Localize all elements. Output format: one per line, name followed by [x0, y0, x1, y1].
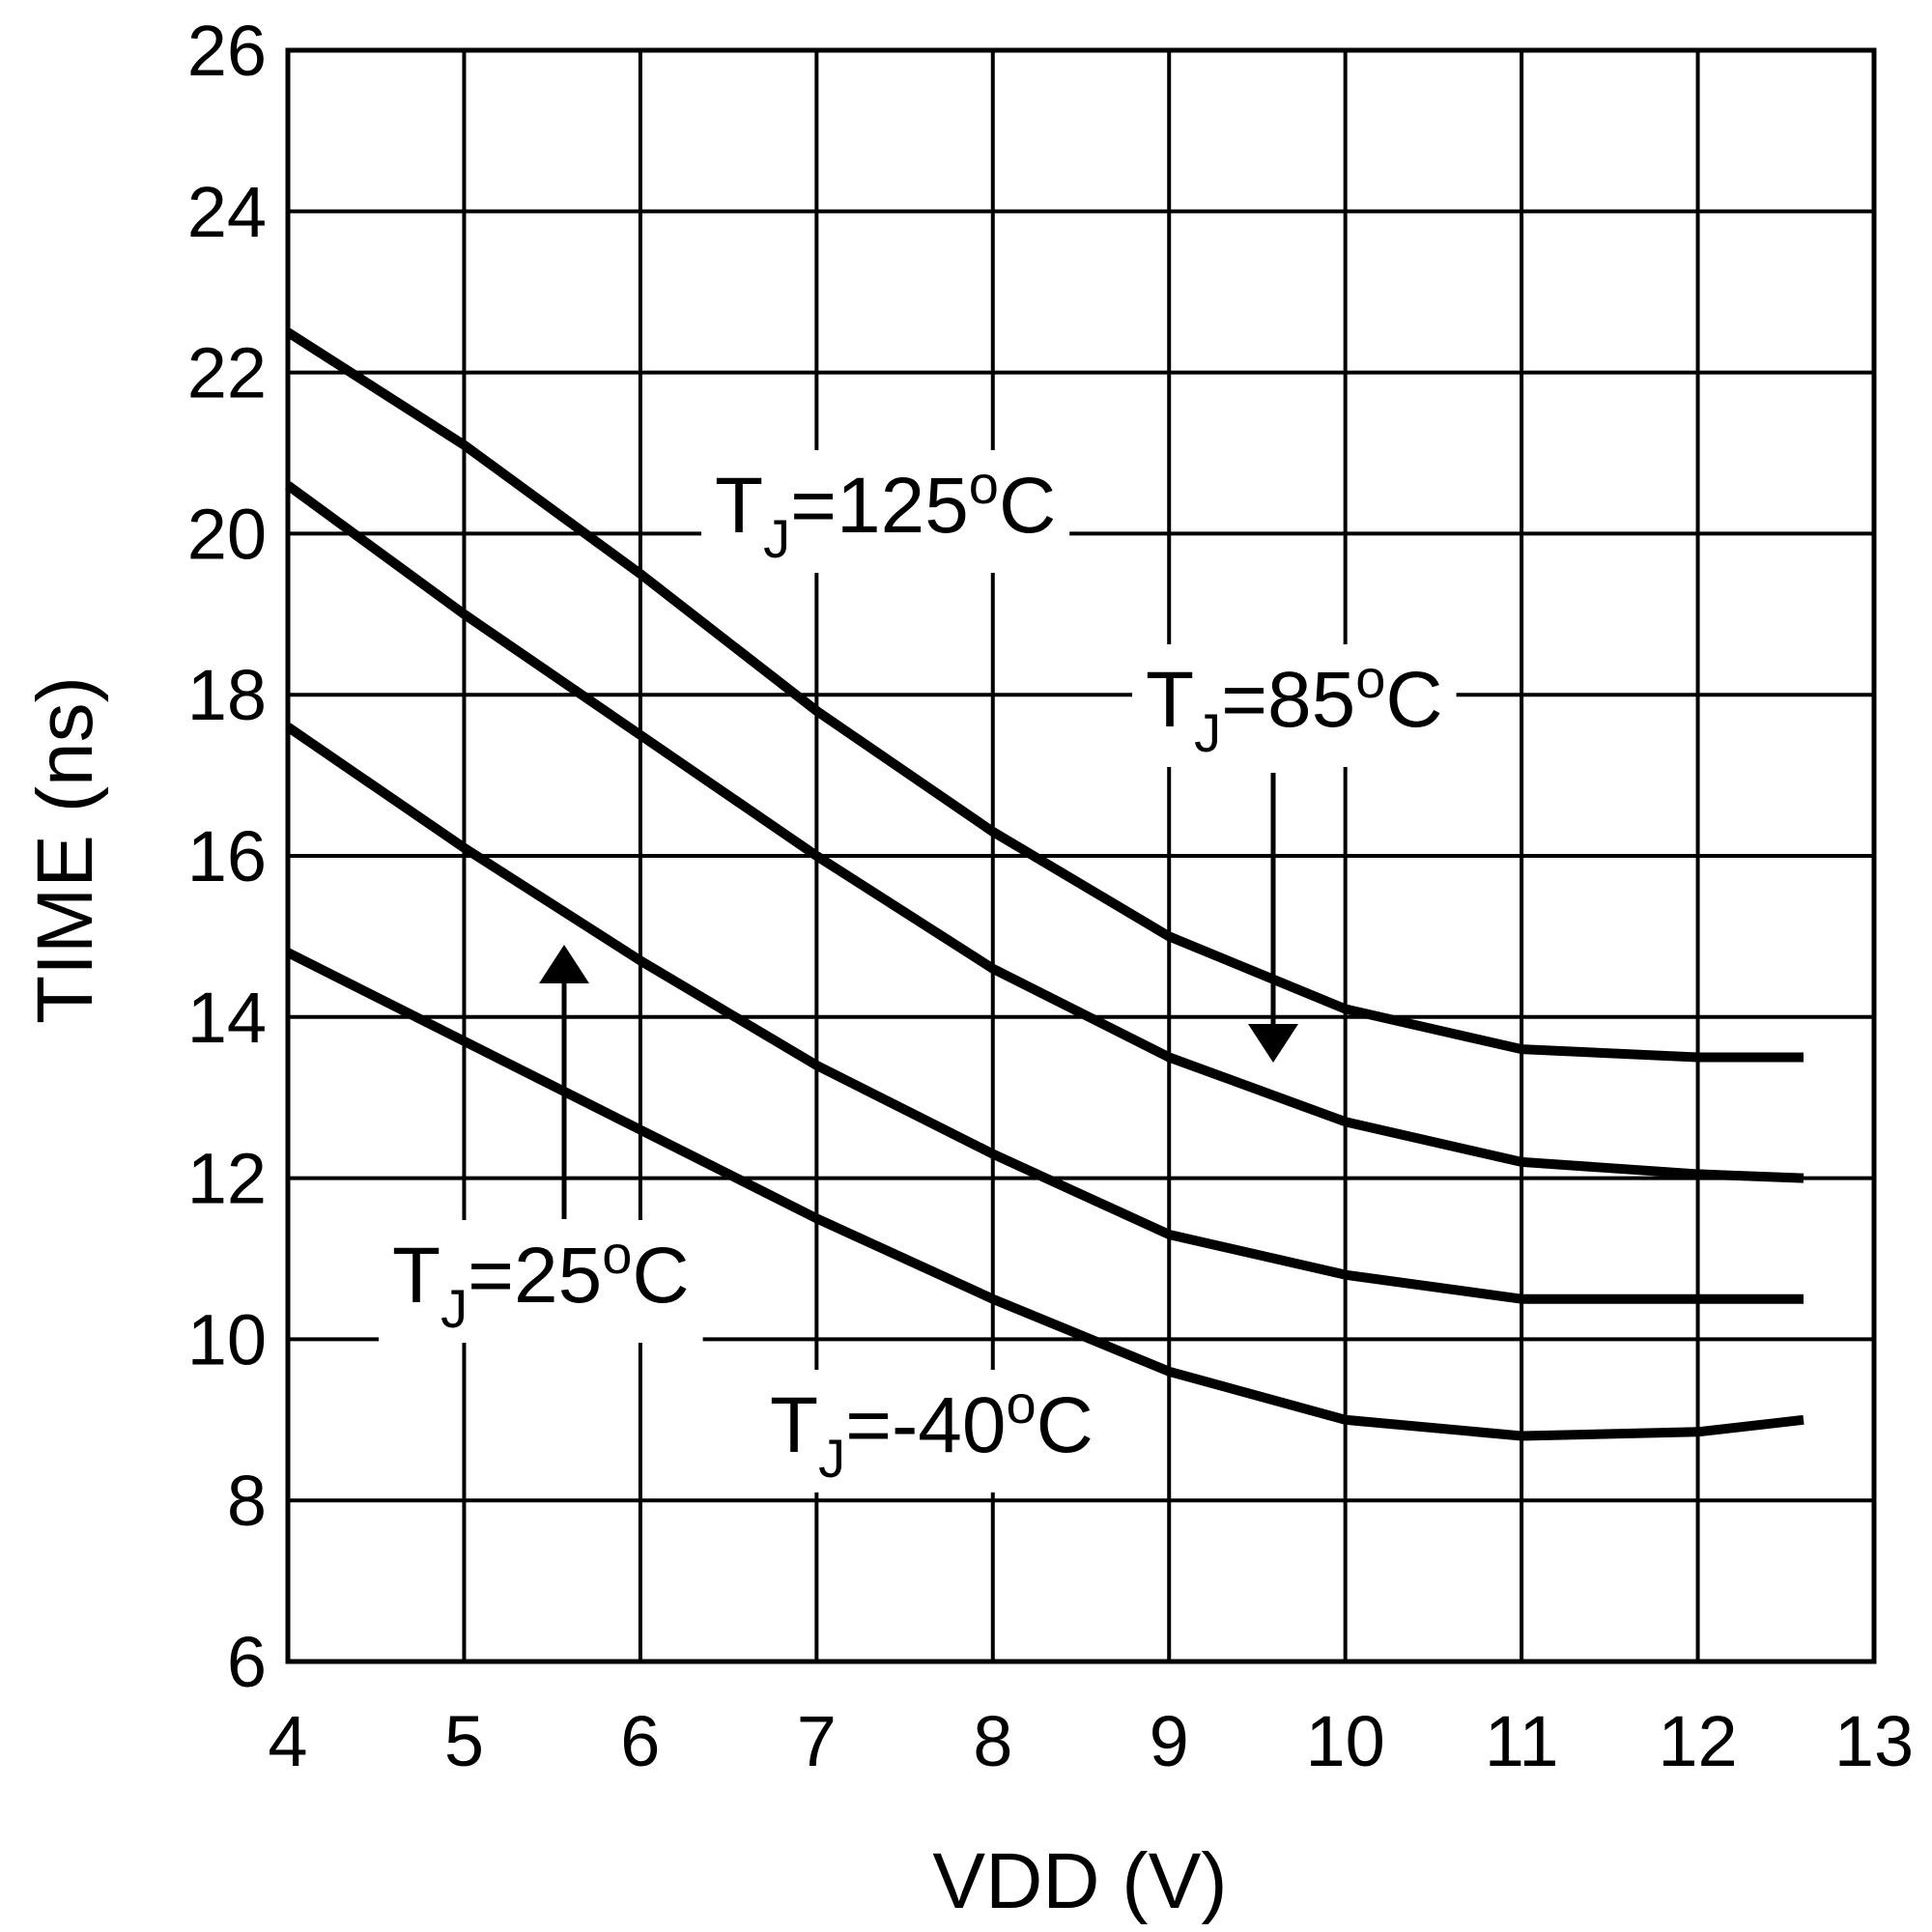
label-text: =25	[468, 1232, 602, 1320]
x-tick-label: 4	[268, 1701, 307, 1781]
label-background	[756, 1370, 1107, 1492]
x-tick-label: 12	[1658, 1701, 1737, 1781]
series-label: TJ=25oC	[379, 1220, 703, 1343]
label-base: T	[715, 462, 763, 550]
label-base: T	[1146, 656, 1194, 744]
label-background	[379, 1220, 703, 1343]
label-sup: o	[969, 454, 999, 515]
plot-frame	[285, 47, 1877, 1664]
curves	[285, 327, 1804, 1441]
label-sup: o	[1355, 648, 1385, 709]
label-text: =85	[1221, 656, 1355, 744]
y-tick-label: 20	[187, 494, 267, 574]
y-tick-label: 24	[187, 172, 267, 252]
y-tick-label: 10	[187, 1299, 267, 1379]
x-tick-label: 8	[973, 1701, 1012, 1781]
label-unit: C	[1385, 656, 1442, 744]
series-line	[285, 481, 1804, 1183]
x-axis-title: VDD (V)	[932, 1837, 1227, 1925]
label-text: =-40	[845, 1381, 1006, 1469]
series-line	[285, 327, 1804, 1063]
series-label-text: TJ=-40oC	[770, 1374, 1094, 1489]
label-background	[701, 450, 1070, 573]
label-unit: C	[632, 1232, 689, 1320]
y-axis-title: TIME (ns)	[21, 676, 109, 1024]
label-sup: o	[1007, 1374, 1037, 1435]
x-tick-label: 7	[797, 1701, 837, 1781]
series-label: TJ=125oC	[701, 450, 1070, 573]
label-background	[1132, 644, 1457, 767]
arrow-85	[1248, 773, 1298, 1063]
label-sub: J	[763, 508, 790, 569]
arrow-head	[539, 945, 589, 983]
label-base: T	[770, 1381, 818, 1469]
grid	[285, 47, 1877, 1664]
y-tick-label: 6	[227, 1622, 267, 1702]
label-sub: J	[1194, 702, 1221, 763]
series-label-text: TJ=25oC	[392, 1224, 690, 1339]
y-tick-label: 14	[187, 978, 267, 1058]
series-line	[285, 723, 1804, 1304]
y-tick-label: 26	[187, 11, 267, 91]
label-unit: C	[999, 462, 1056, 550]
label-sub: J	[818, 1428, 845, 1489]
label-sup: o	[602, 1224, 632, 1285]
y-tick-label: 12	[187, 1139, 267, 1219]
y-tick-label: 16	[187, 816, 267, 896]
series-label-text: TJ=85oC	[1146, 648, 1443, 763]
label-unit: C	[1037, 1381, 1094, 1469]
label-sub: J	[440, 1278, 468, 1339]
x-tick-label: 11	[1485, 1701, 1559, 1781]
label-text: =125	[790, 462, 969, 550]
x-tick-label: 5	[444, 1701, 484, 1781]
y-tick-label: 22	[187, 333, 267, 413]
arrow-25	[539, 945, 589, 1219]
label-base: T	[392, 1232, 440, 1320]
x-tick-label: 6	[620, 1701, 660, 1781]
y-tick-label: 18	[187, 655, 267, 735]
y-tick-label: 8	[227, 1461, 267, 1541]
x-tick-label: 9	[1150, 1701, 1189, 1781]
series-label-text: TJ=125oC	[715, 454, 1056, 569]
arrow-head	[1248, 1024, 1298, 1063]
series-label: TJ=-40oC	[756, 1370, 1107, 1492]
series-line	[285, 948, 1804, 1441]
x-tick-label: 13	[1834, 1701, 1914, 1781]
x-tick-label: 10	[1306, 1701, 1385, 1781]
series-label: TJ=85oC	[1132, 644, 1457, 767]
